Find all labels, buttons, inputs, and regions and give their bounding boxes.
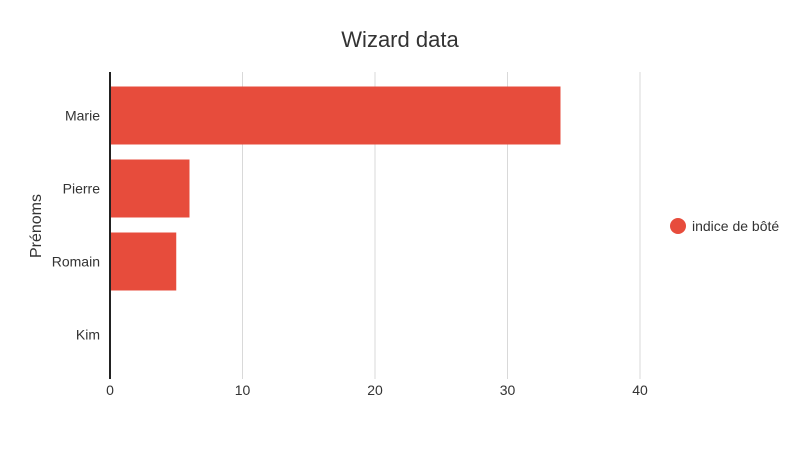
y-tick-label: Romain xyxy=(52,254,100,270)
bar-marie[interactable] xyxy=(110,86,561,145)
bar-romain[interactable] xyxy=(110,232,177,291)
y-tick-label: Kim xyxy=(76,327,100,343)
x-tick-label: 30 xyxy=(500,382,516,398)
y-tick-label: Marie xyxy=(65,108,100,124)
legend-label: indice de bôté xyxy=(692,218,779,234)
x-tick-label: 20 xyxy=(367,382,383,398)
legend[interactable]: indice de bôté xyxy=(670,218,779,234)
x-tick-label: 40 xyxy=(632,382,648,398)
legend-marker xyxy=(670,218,686,234)
x-tick-label: 0 xyxy=(106,382,114,398)
y-tick-labels: Marie Pierre Romain Kim xyxy=(52,108,100,343)
bar-pierre[interactable] xyxy=(110,159,190,218)
y-tick-label: Pierre xyxy=(63,181,101,197)
bars xyxy=(110,86,561,291)
x-tick-label: 10 xyxy=(235,382,251,398)
y-axis-title: Prénoms xyxy=(28,194,45,258)
x-tick-labels: 0 10 20 30 40 xyxy=(106,382,648,398)
chart-title: Wizard data xyxy=(341,27,459,52)
